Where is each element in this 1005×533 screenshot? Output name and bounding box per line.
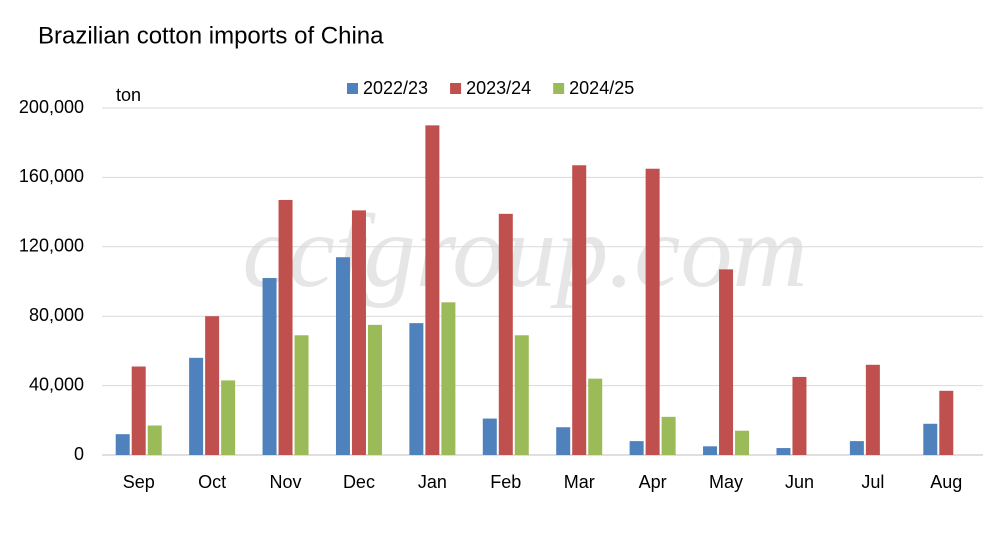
bar <box>351 210 366 455</box>
x-tick-label: Apr <box>639 472 667 492</box>
bar <box>849 441 864 455</box>
bar <box>556 427 571 455</box>
bar <box>703 446 718 455</box>
bar <box>572 165 587 455</box>
chart-title: Brazilian cotton imports of China <box>38 22 384 49</box>
x-tick-label: Mar <box>564 472 595 492</box>
bar <box>735 430 750 455</box>
bar <box>278 199 293 455</box>
bar <box>425 125 440 455</box>
x-tick-label: Nov <box>270 472 302 492</box>
legend-label: 2024/25 <box>569 78 634 98</box>
y-tick-label: 160,000 <box>19 166 84 186</box>
bar <box>645 168 660 455</box>
bar <box>147 425 162 455</box>
x-tick-label: Oct <box>198 472 226 492</box>
bar <box>514 335 529 455</box>
legend-label: 2022/23 <box>363 78 428 98</box>
bar <box>189 357 204 455</box>
y-tick-label: 80,000 <box>29 305 84 325</box>
y-tick-label: 40,000 <box>29 374 84 394</box>
legend-swatch <box>450 83 462 94</box>
bar <box>865 364 880 455</box>
x-tick-label: Jul <box>861 472 884 492</box>
bar <box>131 366 146 455</box>
bar <box>923 423 938 455</box>
x-tick-label: Dec <box>343 472 375 492</box>
bar <box>792 376 807 455</box>
bar <box>719 269 734 455</box>
bar <box>939 390 954 455</box>
y-tick-label: 120,000 <box>19 236 84 256</box>
bar <box>205 316 220 455</box>
legend-swatch <box>347 83 358 94</box>
bar <box>409 323 424 455</box>
x-tick-label: Feb <box>490 472 521 492</box>
bar <box>629 441 644 455</box>
y-tick-label: 200,000 <box>19 97 84 117</box>
bar <box>221 380 236 455</box>
bar <box>294 335 309 455</box>
bar <box>335 257 350 455</box>
bar <box>588 378 603 455</box>
x-tick-label: May <box>709 472 743 492</box>
legend-swatch <box>553 83 565 94</box>
bar <box>661 416 676 455</box>
y-axis-label: ton <box>116 85 141 105</box>
y-tick-label: 0 <box>74 444 84 464</box>
x-tick-label: Sep <box>123 472 155 492</box>
x-tick-label: Jan <box>418 472 447 492</box>
x-tick-label: Jun <box>785 472 814 492</box>
bar <box>115 434 130 455</box>
bar <box>498 213 513 455</box>
bar <box>441 302 456 455</box>
legend-label: 2023/24 <box>466 78 531 98</box>
bar <box>482 418 497 455</box>
bar <box>776 448 791 455</box>
bar <box>367 324 382 455</box>
bar <box>262 278 277 455</box>
x-tick-label: Aug <box>930 472 962 492</box>
